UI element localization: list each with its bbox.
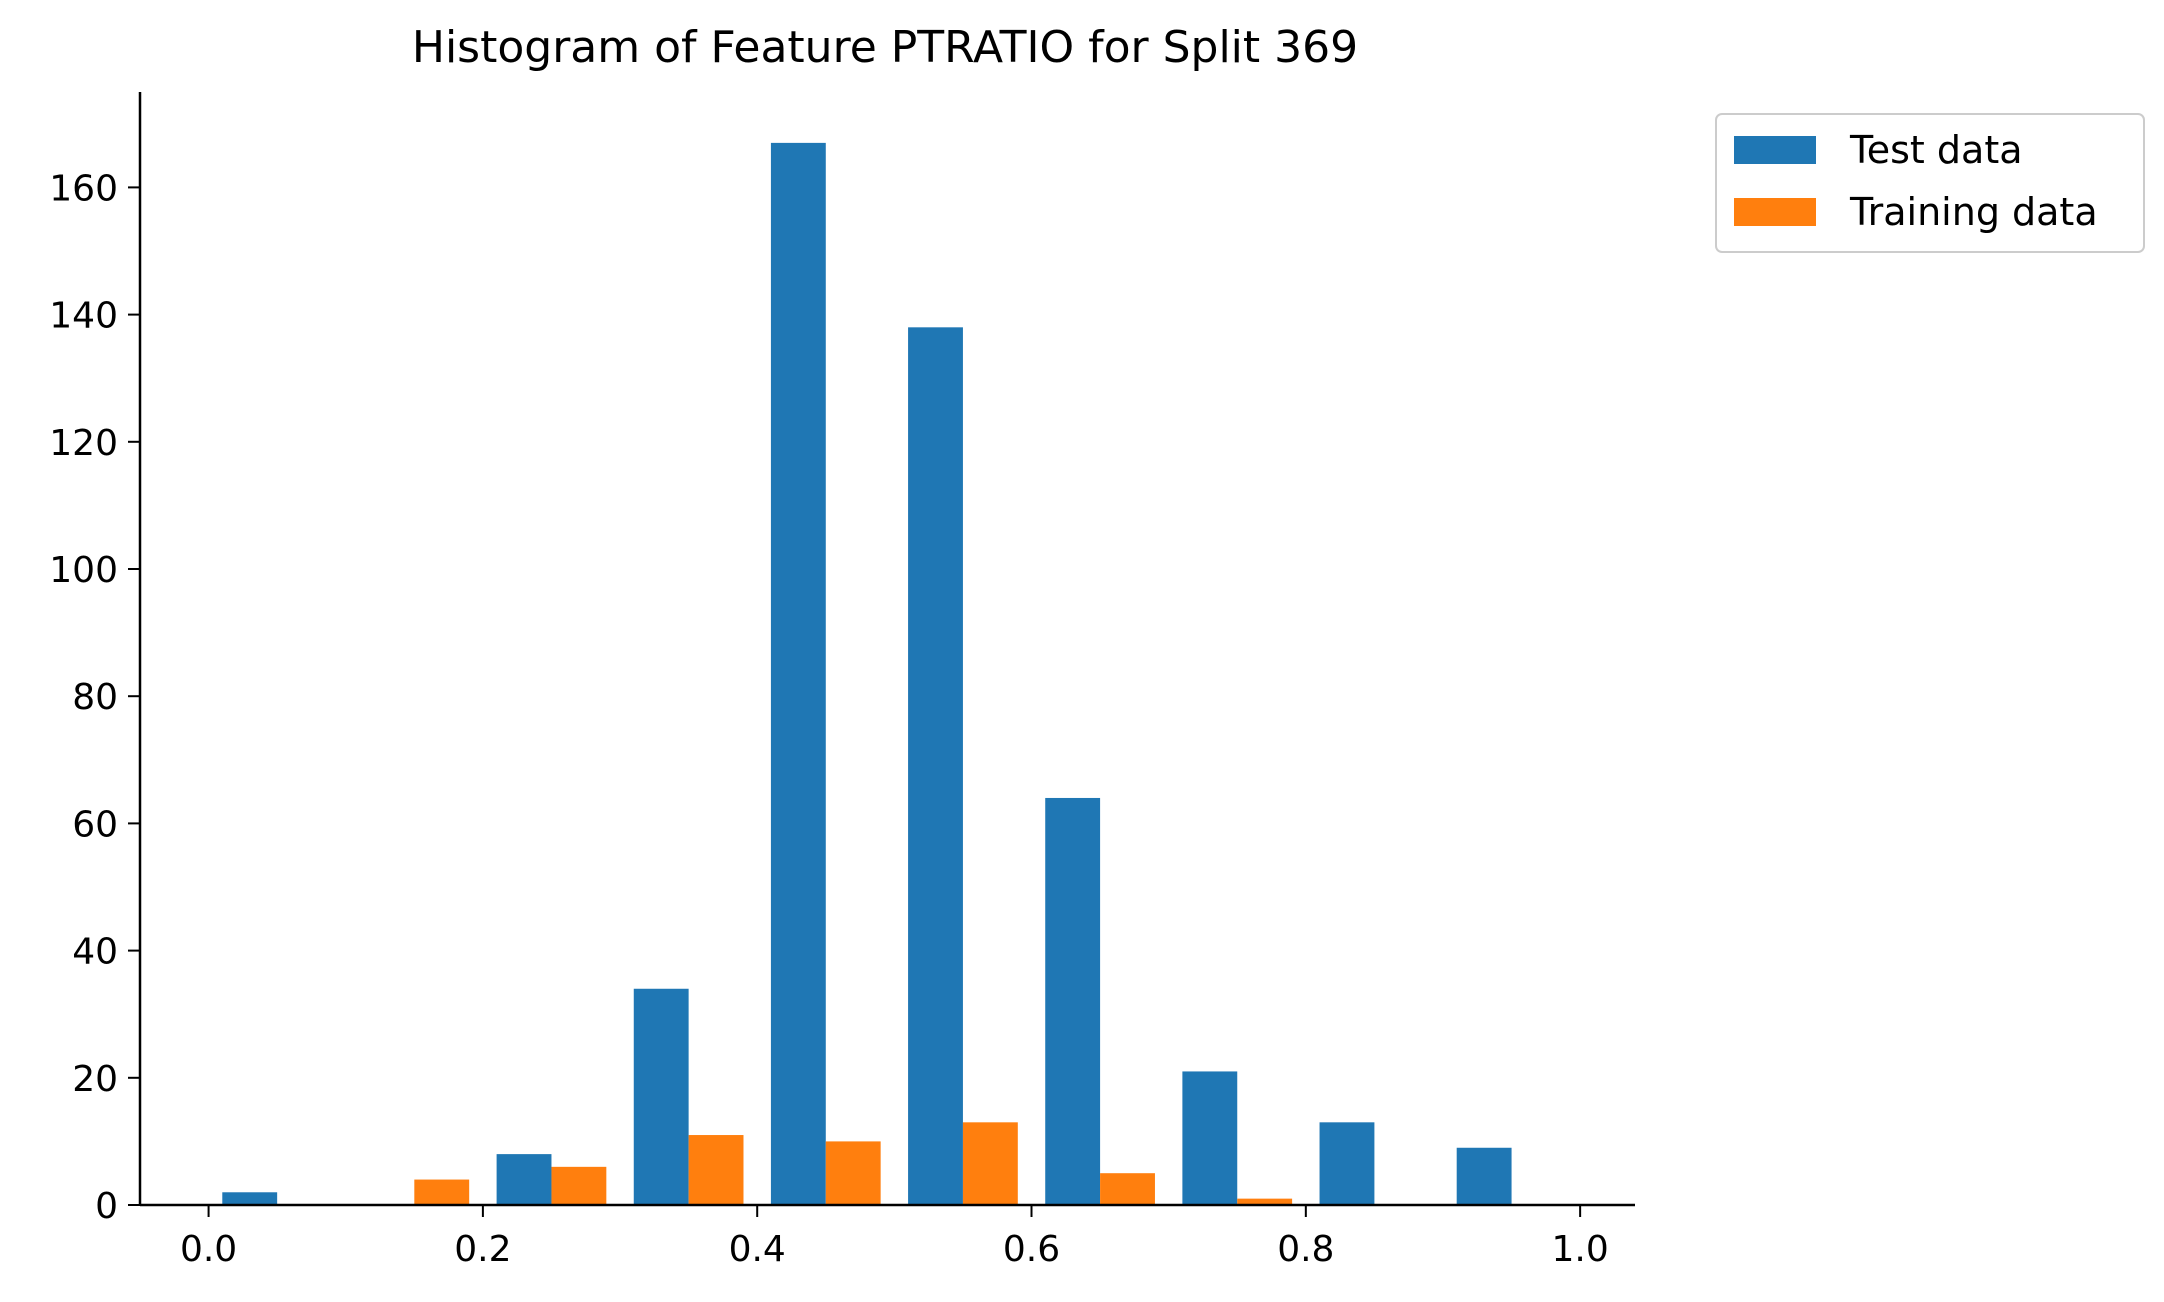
x-tick-label: 0.0 bbox=[180, 1229, 237, 1270]
y-tick-label: 140 bbox=[49, 296, 118, 337]
bar-training-data-bin-2 bbox=[551, 1166, 607, 1205]
bar-training-data-bin-6 bbox=[1100, 1173, 1155, 1205]
bar-training-data-bin-5 bbox=[962, 1122, 1018, 1205]
bar-test-data-bin-9 bbox=[1456, 1147, 1512, 1205]
bars-layer bbox=[222, 142, 1512, 1205]
y-tick-label: 20 bbox=[72, 1059, 118, 1100]
x-tick-label: 0.6 bbox=[1003, 1229, 1060, 1270]
bar-test-data-bin-3 bbox=[633, 988, 689, 1205]
bar-training-data-bin-4 bbox=[825, 1141, 881, 1205]
x-tick-label: 0.4 bbox=[729, 1229, 786, 1270]
legend-swatch-training-data bbox=[1734, 198, 1816, 226]
y-tick-label: 80 bbox=[72, 677, 118, 718]
bar-test-data-bin-4 bbox=[770, 142, 826, 1205]
bar-training-data-bin-3 bbox=[688, 1135, 744, 1205]
legend-swatch-test-data bbox=[1734, 136, 1816, 164]
y-tick-label: 0 bbox=[95, 1186, 118, 1227]
y-tick-label: 160 bbox=[49, 168, 118, 209]
legend-label-test-data: Test data bbox=[1849, 128, 2023, 172]
legend: Test data Training data bbox=[1715, 113, 2145, 253]
bar-test-data-bin-0 bbox=[222, 1192, 278, 1205]
x-tick-label: 0.8 bbox=[1277, 1229, 1334, 1270]
legend-label-training-data: Training data bbox=[1849, 190, 2098, 234]
bar-test-data-bin-2 bbox=[496, 1154, 552, 1205]
y-tick-label: 120 bbox=[49, 423, 118, 464]
axes-layer: 0.0 0.2 0.4 0.6 0.8 1.0 0 20 40 60 80 100 120 140 160 bbox=[49, 92, 1635, 1270]
legend-box bbox=[1715, 113, 2145, 253]
x-tick-label: 0.2 bbox=[454, 1229, 511, 1270]
y-tick-label: 100 bbox=[49, 550, 118, 591]
bar-test-data-bin-8 bbox=[1319, 1122, 1375, 1205]
y-tick-label: 60 bbox=[72, 804, 118, 845]
bar-test-data-bin-5 bbox=[908, 327, 963, 1205]
y-tick-label: 40 bbox=[72, 932, 118, 973]
bar-test-data-bin-7 bbox=[1182, 1071, 1238, 1205]
chart-title: Histogram of Feature PTRATIO for Split 3… bbox=[412, 22, 1358, 73]
bar-training-data-bin-1 bbox=[414, 1179, 470, 1205]
bar-test-data-bin-6 bbox=[1045, 797, 1101, 1205]
bar-training-data-bin-7 bbox=[1237, 1198, 1293, 1205]
x-tick-label: 1.0 bbox=[1552, 1229, 1609, 1270]
